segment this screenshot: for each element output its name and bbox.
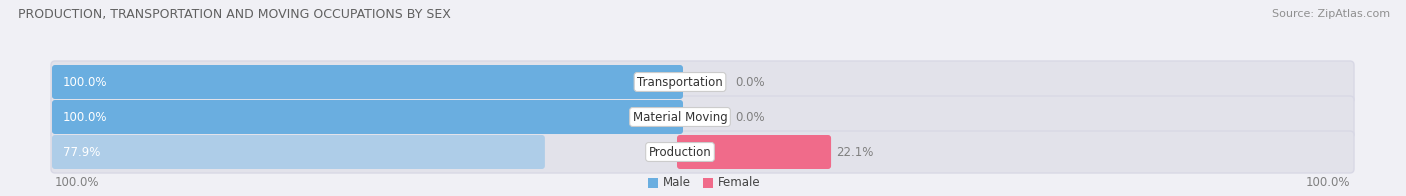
FancyBboxPatch shape (51, 96, 1354, 138)
Text: PRODUCTION, TRANSPORTATION AND MOVING OCCUPATIONS BY SEX: PRODUCTION, TRANSPORTATION AND MOVING OC… (18, 7, 451, 21)
FancyBboxPatch shape (648, 178, 658, 188)
Text: Production: Production (648, 145, 711, 159)
FancyBboxPatch shape (51, 61, 1354, 103)
FancyBboxPatch shape (51, 131, 1354, 173)
Text: Transportation: Transportation (637, 75, 723, 89)
Text: Source: ZipAtlas.com: Source: ZipAtlas.com (1272, 9, 1391, 19)
Text: Male: Male (664, 177, 690, 190)
FancyBboxPatch shape (52, 65, 683, 99)
Text: Female: Female (718, 177, 761, 190)
Text: Material Moving: Material Moving (633, 111, 727, 123)
FancyBboxPatch shape (52, 135, 546, 169)
Text: 100.0%: 100.0% (1306, 177, 1350, 190)
Text: 100.0%: 100.0% (63, 75, 107, 89)
Text: 0.0%: 0.0% (735, 111, 765, 123)
FancyBboxPatch shape (703, 178, 713, 188)
Text: 0.0%: 0.0% (735, 75, 765, 89)
FancyBboxPatch shape (52, 100, 683, 134)
Text: 100.0%: 100.0% (55, 177, 100, 190)
Text: 77.9%: 77.9% (63, 145, 100, 159)
FancyBboxPatch shape (678, 135, 831, 169)
Text: 22.1%: 22.1% (837, 145, 873, 159)
Text: 100.0%: 100.0% (63, 111, 107, 123)
